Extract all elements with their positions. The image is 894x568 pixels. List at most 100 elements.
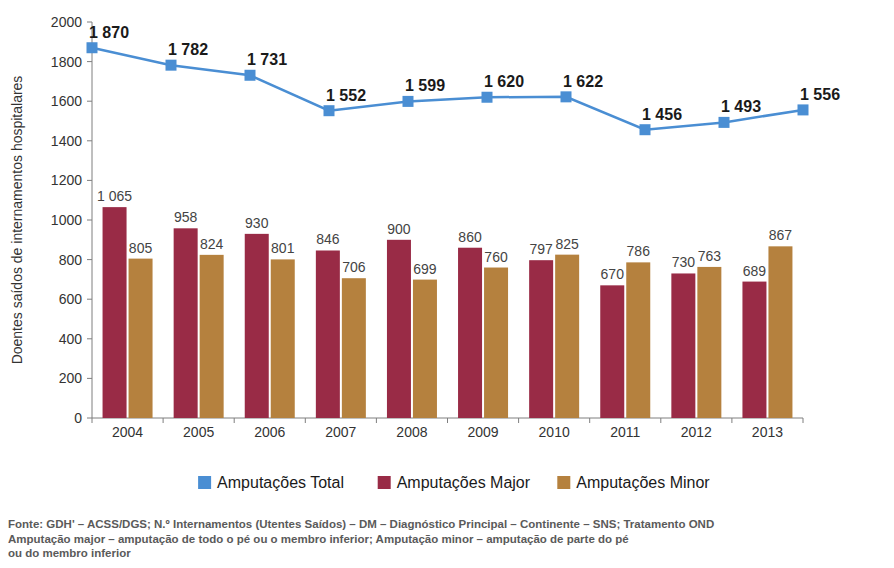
bar-label: 706: [342, 259, 366, 275]
y-tick: [87, 22, 92, 23]
bar-label: 930: [245, 215, 269, 231]
line-label: 1 870: [89, 24, 129, 41]
y-tick-label: 0: [74, 410, 82, 426]
bar: [129, 259, 153, 418]
bar-label: 860: [458, 229, 482, 245]
line-marker: [798, 104, 809, 115]
legend-label: Amputações Major: [397, 474, 531, 491]
footnote: Amputação major – amputação de todo o pé…: [8, 533, 629, 545]
y-tick: [87, 299, 92, 300]
y-tick: [87, 378, 92, 379]
bar-label: 958: [174, 209, 198, 225]
line-label: 1 556: [800, 86, 840, 103]
bar-label: 825: [555, 236, 579, 252]
bar: [484, 268, 508, 418]
line-label: 1 456: [642, 106, 682, 123]
line-label: 1 552: [326, 87, 366, 104]
bar: [316, 250, 340, 418]
line-marker: [324, 105, 335, 116]
line-marker: [403, 96, 414, 107]
y-axis-label: Doentes saídos de internamentos hospital…: [9, 76, 25, 365]
x-tick-label: 2005: [183, 424, 214, 440]
line-marker: [245, 70, 256, 81]
bar-label: 730: [672, 254, 696, 270]
line-label: 1 782: [168, 41, 208, 58]
marks: [87, 42, 809, 418]
x-tick-label: 2009: [467, 424, 498, 440]
data-labels: 1 065 958 930 846 900 860 797 670 730 689 805 824 80…: [89, 24, 840, 283]
y-tick-label: 1200: [51, 172, 82, 188]
y-tick-label: 200: [59, 370, 83, 386]
bar: [174, 228, 198, 418]
bar-label: 867: [769, 227, 793, 243]
bar-label: 670: [601, 266, 625, 282]
legend-swatch: [378, 476, 391, 489]
x-tick: [731, 418, 732, 423]
line-marker: [87, 42, 98, 53]
legend-swatch: [198, 476, 211, 489]
footnote: ou do membro inferior: [8, 547, 131, 559]
x-tick: [92, 418, 93, 423]
x-tick: [803, 418, 804, 423]
x-tick: [447, 418, 448, 423]
x-tick: [518, 418, 519, 423]
y-tick: [87, 180, 92, 181]
y-tick: [87, 338, 92, 339]
x-tick: [234, 418, 235, 423]
x-tick-label: 2008: [396, 424, 427, 440]
line: [92, 48, 803, 130]
x-tick-label: 2013: [752, 424, 783, 440]
y-tick: [87, 259, 92, 260]
bar: [768, 246, 792, 418]
bar-label: 801: [271, 240, 295, 256]
bar-label: 763: [698, 248, 722, 264]
bar: [529, 260, 553, 418]
bar: [271, 259, 295, 418]
legend: Amputações Total Amputações Major Amputaçõ…: [198, 474, 710, 491]
bar-label: 786: [627, 243, 651, 259]
legend-label: Amputações Minor: [576, 474, 710, 491]
bar-label: 846: [316, 231, 340, 247]
x-tick: [305, 418, 306, 423]
line-marker: [561, 91, 572, 102]
y-tick: [87, 418, 92, 419]
bar: [200, 255, 224, 418]
y-tick: [87, 61, 92, 62]
x-tick-label: 2007: [325, 424, 356, 440]
line-label: 1 599: [405, 77, 445, 94]
line-label: 1 620: [484, 73, 524, 90]
x-tick: [163, 418, 164, 423]
bar: [742, 282, 766, 418]
bar-label: 689: [743, 263, 767, 279]
x-tick: [660, 418, 661, 423]
bar-label: 824: [200, 236, 224, 252]
line-marker: [640, 124, 651, 135]
y-tick-label: 1800: [51, 54, 82, 70]
bar: [626, 262, 650, 418]
bar-label: 1 065: [97, 188, 132, 204]
legend-swatch: [557, 476, 570, 489]
footnote: Fonte: GDH' – ACSS/DGS; N.º Internamento…: [8, 518, 714, 530]
x-tick: [589, 418, 590, 423]
y-tick-label: 600: [59, 291, 83, 307]
y-tick-label: 2000: [51, 14, 82, 30]
x-tick-label: 2006: [254, 424, 285, 440]
bar-label: 900: [387, 221, 411, 237]
bar: [458, 248, 482, 418]
bar: [600, 285, 624, 418]
bar-label: 797: [529, 241, 553, 257]
bar: [671, 273, 695, 418]
bar-label: 805: [129, 240, 153, 256]
legend-label: Amputações Total: [217, 474, 344, 491]
chart: 0200400600800100012001400160018002000Doe…: [0, 0, 894, 568]
bar-label: 699: [413, 261, 437, 277]
line-marker: [166, 60, 177, 71]
x-tick-label: 2011: [610, 424, 640, 440]
bar: [387, 240, 411, 418]
x-tick-label: 2012: [681, 424, 712, 440]
y-tick-label: 1600: [51, 93, 82, 109]
bar: [245, 234, 269, 418]
line-label: 1 493: [721, 98, 761, 115]
y-tick: [87, 140, 92, 141]
bar: [697, 267, 721, 418]
